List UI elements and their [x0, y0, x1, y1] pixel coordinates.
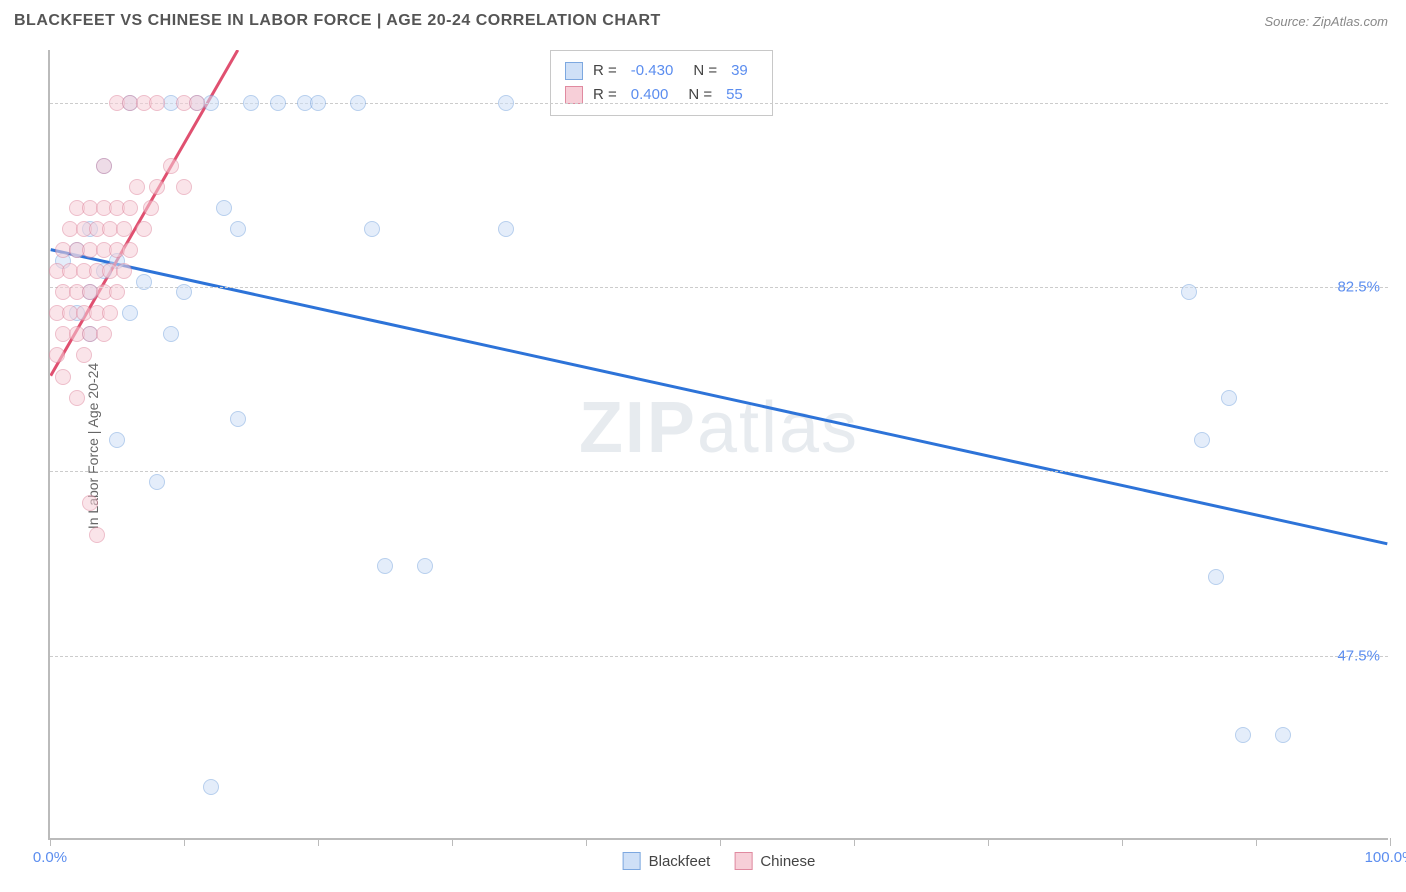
data-point — [143, 200, 159, 216]
data-point — [1208, 569, 1224, 585]
correlation-stat-box: R =-0.430N =39R =0.400N =55 — [550, 50, 773, 116]
legend-label: Blackfeet — [649, 853, 711, 870]
x-tick — [854, 838, 855, 846]
x-tick — [720, 838, 721, 846]
data-point — [163, 326, 179, 342]
scatter-chart: ZIPatlas R =-0.430N =39R =0.400N =55 Bla… — [48, 50, 1388, 840]
data-point — [163, 158, 179, 174]
data-point — [82, 495, 98, 511]
data-point — [417, 558, 433, 574]
x-tick-label: 100.0% — [1365, 849, 1406, 866]
data-point — [1194, 432, 1210, 448]
r-value: -0.430 — [631, 59, 674, 83]
y-tick-label: 47.5% — [1337, 647, 1380, 664]
legend-item: Chinese — [734, 852, 815, 870]
n-label: N = — [693, 59, 717, 83]
data-point — [49, 347, 65, 363]
data-point — [109, 432, 125, 448]
data-point — [1221, 390, 1237, 406]
data-point — [176, 284, 192, 300]
y-tick-label: 82.5% — [1337, 279, 1380, 296]
data-point — [270, 95, 286, 111]
data-point — [1275, 727, 1291, 743]
x-tick — [586, 838, 587, 846]
x-tick — [988, 838, 989, 846]
data-point — [189, 95, 205, 111]
data-point — [364, 221, 380, 237]
data-point — [122, 200, 138, 216]
x-tick — [1390, 838, 1391, 846]
data-point — [377, 558, 393, 574]
data-point — [230, 411, 246, 427]
data-point — [69, 390, 85, 406]
chart-header: BLACKFEET VS CHINESE IN LABOR FORCE | AG… — [0, 0, 1406, 38]
chart-title: BLACKFEET VS CHINESE IN LABOR FORCE | AG… — [14, 12, 661, 30]
legend-label: Chinese — [760, 853, 815, 870]
x-tick — [1122, 838, 1123, 846]
data-point — [216, 200, 232, 216]
data-point — [149, 179, 165, 195]
legend-swatch — [623, 852, 641, 870]
data-point — [89, 527, 105, 543]
data-point — [109, 284, 125, 300]
x-tick — [50, 838, 51, 846]
data-point — [129, 179, 145, 195]
watermark: ZIPatlas — [579, 387, 859, 469]
data-point — [96, 326, 112, 342]
data-point — [116, 221, 132, 237]
source-label: Source: ZipAtlas.com — [1264, 14, 1388, 29]
data-point — [243, 95, 259, 111]
data-point — [498, 221, 514, 237]
data-point — [350, 95, 366, 111]
data-point — [116, 263, 132, 279]
data-point — [310, 95, 326, 111]
x-tick — [184, 838, 185, 846]
data-point — [149, 474, 165, 490]
data-point — [203, 779, 219, 795]
series-swatch — [565, 62, 583, 80]
x-tick — [1256, 838, 1257, 846]
data-point — [498, 95, 514, 111]
data-point — [1181, 284, 1197, 300]
data-point — [122, 305, 138, 321]
data-point — [1235, 727, 1251, 743]
data-point — [136, 221, 152, 237]
n-value: 39 — [731, 59, 748, 83]
legend-item: Blackfeet — [623, 852, 711, 870]
trend-lines — [50, 50, 1388, 838]
data-point — [96, 158, 112, 174]
x-tick — [452, 838, 453, 846]
series-swatch — [565, 86, 583, 104]
stat-row: R = -0.430 N = 39 — [565, 59, 758, 83]
data-point — [102, 305, 118, 321]
data-point — [230, 221, 246, 237]
data-point — [136, 274, 152, 290]
gridline-h — [50, 471, 1388, 472]
series-legend: Blackfeet Chinese — [623, 852, 816, 870]
x-tick-label: 0.0% — [33, 849, 67, 866]
data-point — [122, 242, 138, 258]
data-point — [176, 179, 192, 195]
x-tick — [318, 838, 319, 846]
data-point — [55, 369, 71, 385]
gridline-h — [50, 656, 1388, 657]
r-label: R = — [593, 59, 617, 83]
legend-swatch — [734, 852, 752, 870]
data-point — [76, 347, 92, 363]
data-point — [149, 95, 165, 111]
